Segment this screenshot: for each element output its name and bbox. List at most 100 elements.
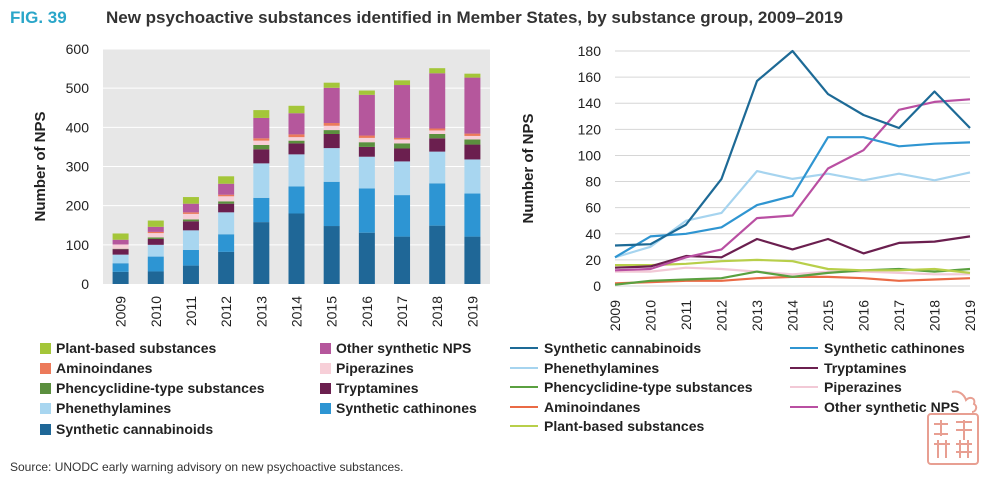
bar-segment: [358, 90, 375, 95]
bar-segment: [253, 222, 270, 284]
legend-swatch: [40, 382, 51, 394]
line-x-tick-label: 2017: [891, 300, 907, 331]
bar-segment: [182, 265, 199, 284]
line-x-tick-label: 2018: [927, 300, 943, 331]
bar-x-tick-label: 2017: [394, 296, 410, 327]
bar-segment: [429, 68, 446, 74]
line-series-other: [614, 98, 971, 272]
bar-y-tick-label: 0: [81, 276, 89, 292]
bar-legend-item: Synthetic cannabinoids: [40, 421, 213, 437]
legend-label: Synthetic cathinones: [336, 400, 477, 416]
bar-segment: [323, 130, 340, 134]
line-y-tick-label: 160: [578, 69, 602, 85]
bar-segment: [358, 135, 375, 138]
bar-segment: [147, 226, 164, 232]
bar-segment: [288, 143, 305, 155]
bar-segment: [429, 225, 446, 284]
legend-label: Aminoindanes: [544, 399, 641, 415]
bar-segment: [112, 263, 129, 272]
legend-swatch: [320, 402, 331, 414]
line-x-tick-label: 2019: [962, 300, 978, 331]
bar-segment: [464, 236, 481, 284]
bar-segment: [323, 133, 340, 149]
legend-label: Phenethylamines: [544, 360, 660, 376]
bar-segment: [288, 137, 305, 141]
line-legend-item: Phenethylamines: [510, 360, 659, 376]
bar-segment: [394, 143, 411, 149]
bar-segment: [429, 73, 446, 129]
legend-label: Other synthetic NPS: [824, 399, 960, 415]
line-y-axis-label: Number of NPS: [520, 113, 537, 223]
bar-x-tick-label: 2010: [148, 296, 164, 327]
figure-title: New psychoactive substances identified i…: [106, 8, 843, 27]
bar-segment: [112, 239, 129, 245]
bar-segment: [288, 134, 305, 138]
bar-segment: [288, 140, 305, 144]
bar-segment: [358, 156, 375, 189]
bar-x-tick-label: 2013: [253, 296, 269, 327]
bar-segment: [358, 146, 375, 157]
bar-segment: [218, 176, 235, 184]
bar-segment: [464, 193, 481, 237]
line-series-phenethyl: [614, 170, 971, 259]
legend-swatch: [320, 362, 331, 374]
legend-label: Other synthetic NPS: [336, 340, 472, 356]
bar-y-tick-label: 200: [66, 198, 90, 214]
bar-segment: [464, 77, 481, 134]
legend-line-swatch: [510, 406, 538, 408]
bar-segment: [288, 113, 305, 135]
line-legend-item: Piperazines: [790, 379, 902, 395]
line-y-tick-label: 100: [578, 147, 602, 163]
line-y-tick-label: 60: [585, 200, 601, 216]
line-series-plant: [615, 258, 971, 274]
bar-y-tick-label: 500: [66, 80, 90, 96]
bar-segment: [323, 123, 340, 126]
bar-segment: [323, 87, 340, 124]
line-x-tick-label: 2012: [714, 300, 730, 331]
bar-segment: [323, 226, 340, 284]
legend-swatch: [40, 362, 51, 374]
bar-segment: [112, 254, 129, 264]
bar-segment: [429, 151, 446, 184]
legend-label: Tryptamines: [336, 380, 419, 396]
line-legend-item: Aminoindanes: [510, 399, 640, 415]
bar-segment: [147, 271, 164, 284]
bar-segment: [288, 213, 305, 284]
line-legend-item: Phencyclidine-type substances: [510, 379, 753, 395]
bar-segment: [253, 149, 270, 164]
line-series-cathinones: [614, 136, 971, 259]
bar-y-tick-label: 100: [66, 237, 90, 253]
bar-segment: [112, 249, 129, 255]
bar-x-tick-label: 2016: [359, 296, 375, 327]
bar-y-tick-label: 300: [66, 159, 90, 175]
bar-segment: [253, 144, 270, 150]
bar-segment: [147, 244, 164, 257]
bar-segment: [323, 181, 340, 227]
legend-label: Plant-based substances: [56, 340, 217, 356]
bar-legend-item: Phencyclidine-type substances: [40, 380, 265, 396]
bar-segment: [288, 154, 305, 187]
bar-segment: [147, 231, 164, 234]
bar-segment: [464, 144, 481, 160]
bar-segment: [464, 133, 481, 136]
bar-segment: [358, 188, 375, 233]
bar-segment: [112, 233, 129, 240]
legend-label: Phencyclidine-type substances: [56, 380, 265, 396]
bar-segment: [182, 221, 199, 231]
legend-line-swatch: [510, 425, 538, 427]
bar-segment: [323, 82, 340, 88]
bar-segment: [358, 94, 375, 136]
bar-y-tick-label: 400: [66, 119, 90, 135]
line-y-tick-label: 40: [585, 226, 601, 242]
bar-x-tick-label: 2014: [289, 296, 305, 327]
line-series-trypt: [614, 235, 971, 269]
bar-segment: [288, 105, 305, 114]
legend-line-swatch: [510, 386, 538, 388]
line-x-tick-label: 2010: [643, 300, 659, 331]
line-x-tick-label: 2014: [785, 300, 801, 331]
bar-y-axis-label: Number of NPS: [32, 111, 49, 221]
bar-legend-item: Other synthetic NPS: [320, 340, 471, 356]
line-x-tick-label: 2013: [749, 300, 765, 331]
legend-label: Piperazines: [336, 360, 414, 376]
